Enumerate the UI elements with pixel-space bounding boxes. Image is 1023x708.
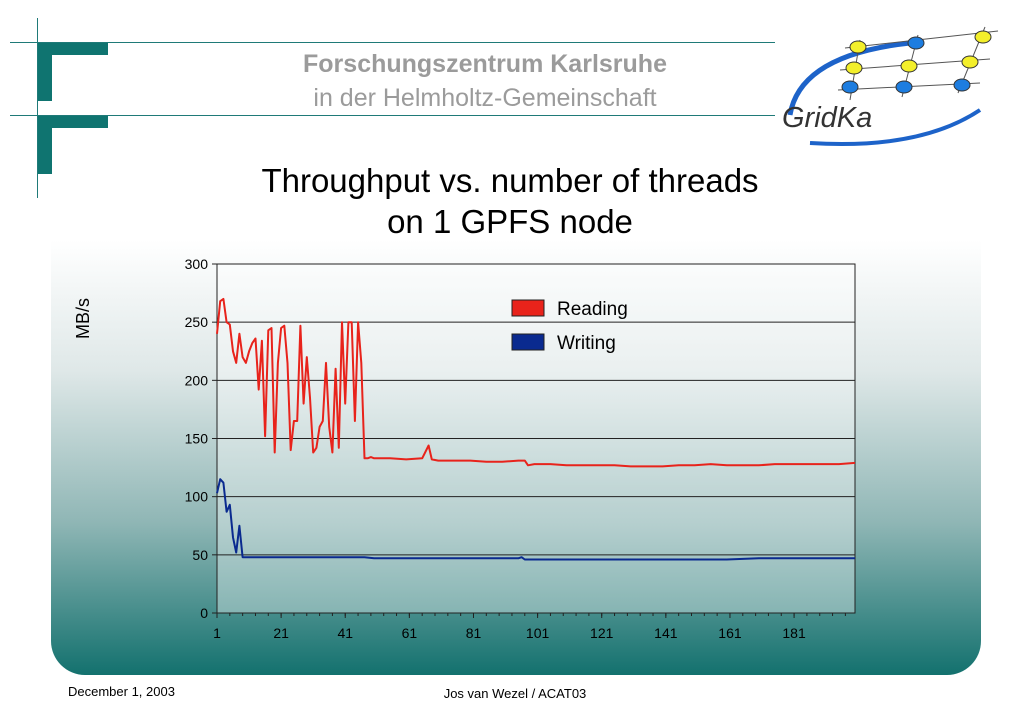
x-tick-label: 181 <box>782 625 806 641</box>
logo-block-vertical-bottom <box>38 116 52 174</box>
slide-title: Throughput vs. number of threads on 1 GP… <box>150 160 870 242</box>
logo-block-vertical-top <box>38 43 52 101</box>
y-tick-label: 100 <box>185 489 209 505</box>
top-rule <box>10 42 775 43</box>
chart-panel: 0 50 100 150 200 250 300 1 21 41 61 81 101 121 141 161 1… <box>51 240 981 675</box>
footer-date: December 1, 2003 <box>68 684 175 699</box>
logo-text: GridKa <box>782 102 872 134</box>
logo-block-horizontal-bottom <box>52 116 108 128</box>
x-tick-label: 121 <box>590 625 614 641</box>
series-line-writing <box>216 478 855 561</box>
left-rule <box>37 18 38 198</box>
org-subtitle: in der Helmholtz-Gemeinschaft <box>313 84 657 112</box>
x-tick-label: 61 <box>402 625 418 641</box>
title-line-1: Throughput vs. number of threads <box>261 162 759 199</box>
logo-block-horizontal-top <box>52 43 108 55</box>
x-tick-label: 1 <box>213 625 221 641</box>
x-tick-label: 21 <box>273 625 289 641</box>
org-name: Forschungszentrum Karlsruhe <box>303 50 667 78</box>
y-tick-label: 50 <box>192 547 208 563</box>
x-tick-label: 141 <box>654 625 678 641</box>
gridka-logo: GridKa <box>782 26 999 147</box>
x-tick-label: 161 <box>718 625 742 641</box>
y-tick-label: 250 <box>185 314 209 330</box>
y-tick-label: 0 <box>200 605 208 621</box>
x-tick-label: 101 <box>526 625 550 641</box>
y-tick-label: 150 <box>185 431 209 447</box>
x-tick-label: 41 <box>337 625 353 641</box>
legend-swatch-reading <box>511 299 545 317</box>
footer-author: Jos van Wezel / ACAT03 <box>443 686 587 701</box>
series-line-reading <box>216 297 856 468</box>
legend-label-writing: Writing <box>557 333 616 354</box>
legend-label-reading: Reading <box>557 299 628 320</box>
y-tick-label: 300 <box>185 256 209 272</box>
x-tick-label: 81 <box>466 625 482 641</box>
y-axis-label: MB/s <box>73 298 93 339</box>
legend-swatch-writing <box>511 333 545 351</box>
y-tick-label: 200 <box>185 372 209 388</box>
title-line-2: on 1 GPFS node <box>387 203 633 240</box>
mid-rule <box>10 115 775 116</box>
